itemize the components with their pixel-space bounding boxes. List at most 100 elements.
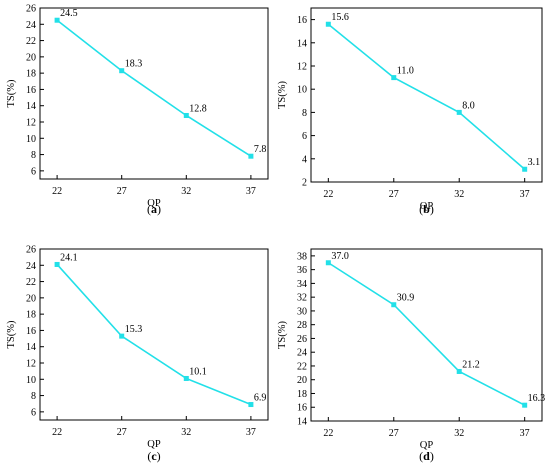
y-tick-label: 16: [26, 85, 36, 96]
x-tick-label: 32: [181, 186, 191, 197]
y-tick-label: 14: [26, 101, 36, 112]
y-axis-label: TS(%): [6, 320, 17, 348]
y-tick-label: 12: [26, 118, 36, 129]
data-point: [119, 333, 125, 339]
y-tick-label: 8: [31, 391, 36, 402]
x-axis-label: QP: [147, 198, 161, 209]
subplot-caption: (c): [147, 449, 160, 463]
data-point: [54, 17, 60, 23]
x-tick-label: 22: [52, 186, 62, 197]
y-tick-label: 14: [297, 38, 307, 49]
y-tick-label: 20: [26, 293, 36, 304]
data-label: 30.9: [397, 293, 415, 304]
y-tick-label: 10: [26, 375, 36, 386]
series-line: [56, 19, 252, 157]
x-tick-label: 32: [454, 428, 464, 439]
y-tick-label: 8: [302, 108, 307, 119]
y-tick-label: 6: [31, 407, 36, 418]
data-point: [456, 368, 462, 374]
x-tick-label: 22: [52, 427, 62, 438]
x-tick-label: 32: [454, 189, 464, 200]
y-tick-label: 16: [26, 326, 36, 337]
x-axis-label: QP: [420, 201, 434, 212]
chart-panel-2: 2 4 6 8 10 12 14 16 22 27 32 37 QP TS(%) 15.6 11.0 8.0 3.…: [277, 7, 543, 216]
data-label: 18.3: [125, 59, 143, 70]
data-label: 8.0: [462, 100, 475, 111]
y-tick-label: 6: [31, 166, 36, 177]
data-point: [248, 402, 254, 408]
x-tick-label: 27: [389, 428, 399, 439]
y-tick-label: 16: [297, 15, 307, 26]
x-tick-label: 37: [246, 186, 256, 197]
x-tick-label: 37: [246, 427, 256, 438]
y-axis-label: TS(%): [277, 321, 288, 349]
data-label: 7.8: [254, 144, 267, 155]
data-point: [391, 75, 397, 81]
y-axis-label: TS(%): [6, 79, 17, 107]
data-label: 3.1: [528, 157, 541, 168]
y-tick-label: 10: [26, 134, 36, 145]
y-tick-label: 20: [297, 375, 307, 386]
data-point: [522, 402, 528, 408]
y-tick-label: 8: [31, 150, 36, 161]
y-tick-label: 14: [297, 417, 307, 428]
y-tick-label: 14: [26, 342, 36, 353]
y-tick-label: 24: [26, 20, 36, 31]
y-tick-label: 24: [297, 348, 307, 359]
y-tick-label: 18: [26, 69, 36, 80]
y-tick-label: 34: [297, 279, 307, 290]
data-point: [391, 302, 397, 308]
plot-frame: [310, 248, 543, 422]
x-axis-label: QP: [420, 440, 434, 451]
data-point: [54, 261, 60, 267]
y-axis-label: TS(%): [277, 81, 288, 109]
subplot-caption: (a): [147, 202, 161, 216]
subplot-caption: (b): [419, 202, 434, 216]
data-label: 10.1: [189, 366, 207, 377]
y-tick-label: 4: [302, 154, 307, 165]
y-tick-label: 2: [302, 178, 307, 189]
plot-frame: [310, 7, 543, 183]
x-tick-label: 27: [117, 427, 127, 438]
data-point: [183, 112, 189, 118]
x-tick-label: 37: [520, 428, 530, 439]
data-label: 6.9: [254, 393, 267, 404]
y-tick-label: 18: [297, 389, 307, 400]
y-tick-label: 28: [297, 320, 307, 331]
x-tick-label: 22: [323, 428, 333, 439]
y-tick-label: 16: [297, 403, 307, 414]
y-tick-label: 30: [297, 306, 307, 317]
y-tick-label: 22: [297, 361, 307, 372]
y-tick-label: 22: [26, 36, 36, 47]
data-label: 15.6: [331, 12, 349, 23]
data-label: 24.5: [60, 8, 78, 19]
plot-frame: [39, 7, 269, 180]
y-tick-label: 18: [26, 310, 36, 321]
x-tick-label: 22: [323, 189, 333, 200]
data-point: [248, 153, 254, 159]
series-line: [327, 262, 526, 406]
y-tick-label: 20: [26, 52, 36, 63]
y-tick-label: 22: [26, 277, 36, 288]
chart-panel-3: 6 8 10 12 14 16 18 20 22 24 26 22 27 32 37 QP TS(%) 24.1 1…: [6, 245, 269, 463]
y-tick-label: 26: [26, 4, 36, 15]
data-label: 11.0: [397, 66, 414, 77]
plot-frame: [39, 248, 269, 421]
data-point: [325, 21, 331, 27]
y-tick-label: 12: [26, 359, 36, 370]
y-tick-label: 10: [297, 85, 307, 96]
data-label: 21.2: [462, 359, 480, 370]
data-label: 15.3: [125, 324, 143, 335]
data-label: 12.8: [189, 103, 207, 114]
x-tick-label: 37: [520, 189, 530, 200]
subplot-caption: (d): [419, 449, 434, 463]
y-tick-label: 36: [297, 265, 307, 276]
data-point: [522, 166, 528, 172]
y-tick-label: 24: [26, 261, 36, 272]
y-tick-label: 32: [297, 293, 307, 304]
series-line: [56, 263, 252, 406]
y-tick-label: 38: [297, 251, 307, 262]
x-tick-label: 32: [181, 427, 191, 438]
y-tick-label: 12: [297, 62, 307, 73]
